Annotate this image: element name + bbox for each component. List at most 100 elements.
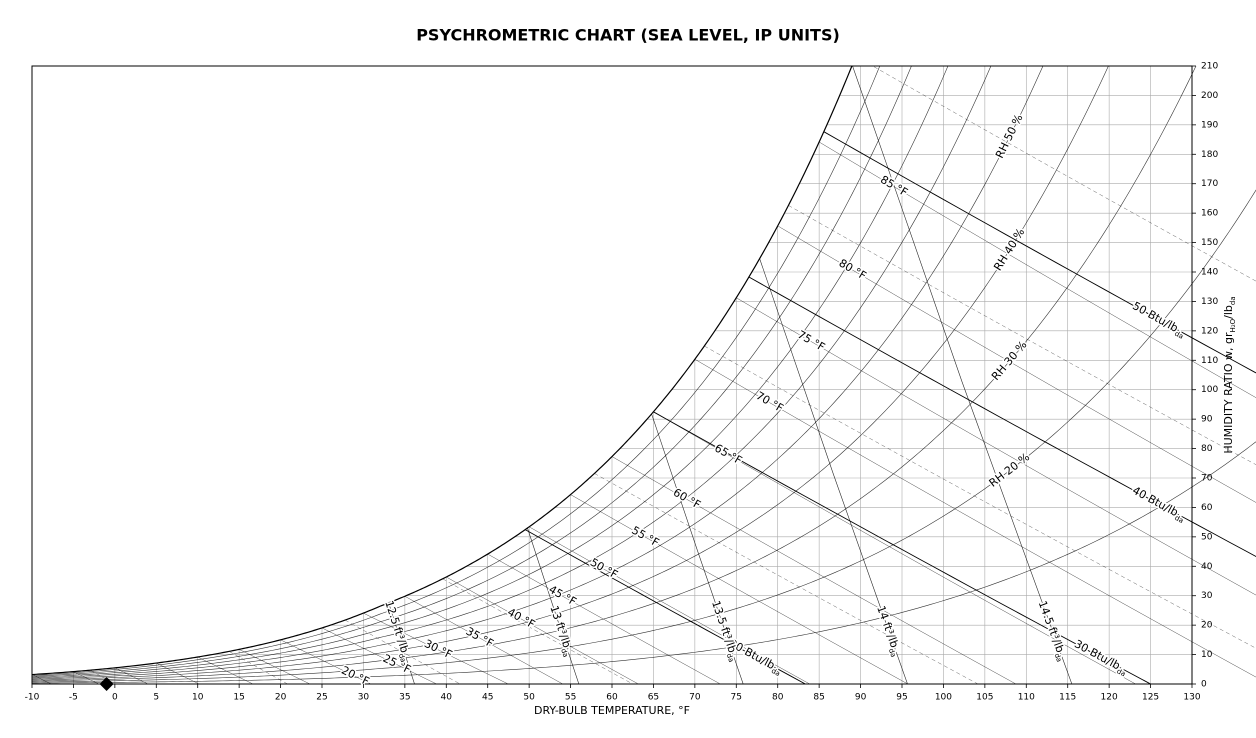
- y-tick-label: 50: [1201, 532, 1213, 542]
- x-tick-label: 95: [896, 693, 907, 703]
- x-tick-label: 75: [731, 693, 742, 703]
- rh-curve: [32, 66, 1197, 682]
- enthalpy-line: [704, 345, 1256, 649]
- wet-bulb-line: [73, 671, 99, 684]
- y-tick-label: 20: [1201, 621, 1213, 631]
- x-tick-label: 90: [855, 693, 867, 703]
- wet-bulb-line: [736, 297, 1256, 596]
- wet-bulb-line: [653, 411, 1136, 684]
- lines: [32, 66, 1256, 684]
- x-tick-label: 55: [565, 693, 576, 703]
- volume-line: [651, 413, 744, 684]
- rh-curve: [32, 66, 1044, 680]
- y-tick-label: 60: [1201, 503, 1213, 513]
- y-tick-label: 210: [1201, 62, 1218, 72]
- enthalpy-line: [748, 276, 1256, 557]
- enthalpy-line: [229, 651, 288, 684]
- x-tick-label: 25: [316, 693, 327, 703]
- y-tick-label: 70: [1201, 474, 1213, 484]
- y-tick-label: 200: [1201, 91, 1218, 101]
- y-tick-label: 130: [1201, 297, 1218, 307]
- enthalpy-line: [344, 619, 461, 684]
- y-tick-label: 30: [1201, 591, 1213, 601]
- wet-bulb-line: [280, 639, 371, 684]
- y-tick-label: 80: [1201, 444, 1213, 454]
- saturation-curve: [32, 66, 853, 676]
- rh-curve: [32, 66, 949, 678]
- x-tick-label: 125: [1142, 693, 1159, 703]
- x-tick-label: 50: [523, 693, 535, 703]
- x-axis-label: DRY-BULB TEMPERATURE, °F: [534, 704, 690, 717]
- x-tick-label: 20: [275, 693, 287, 703]
- wet-bulb-line: [156, 662, 200, 684]
- x-tick-label: 30: [358, 693, 370, 703]
- x-tick-label: 130: [1183, 693, 1200, 703]
- x-tick-label: 10: [192, 693, 204, 703]
- x-tick-label: 45: [482, 693, 493, 703]
- y-tick-label: 90: [1201, 415, 1213, 425]
- rh-curve: [32, 66, 992, 679]
- x-tick-label: 65: [648, 693, 659, 703]
- y-axis-label: HUMIDITY RATIO w, grH₂O/lbda: [1222, 296, 1237, 453]
- y-axis-label-main: HUMIDITY RATIO w, gr: [1222, 332, 1235, 454]
- wet-bulb-line: [570, 494, 908, 684]
- x-tick-label: 15: [233, 693, 244, 703]
- wet-bulb-line: [777, 225, 1256, 503]
- axes: -10 -5 0 5 10 15 20 25 30 35 40 45 50 55 60 65 70 75 80 85 9…: [25, 62, 1219, 703]
- wet-bulb-line: [819, 141, 1256, 398]
- wet-bulb-line: [404, 596, 563, 684]
- x-tick-label: 40: [441, 693, 453, 703]
- x-tick-label: 100: [935, 693, 952, 703]
- y-tick-label: 110: [1201, 356, 1218, 366]
- y-tick-label: 140: [1201, 268, 1218, 278]
- chart-title: PSYCHROMETRIC CHART (SEA LEVEL, IP UNITS…: [416, 26, 840, 45]
- x-tick-label: 110: [1018, 693, 1035, 703]
- x-tick-label: 0: [112, 693, 118, 703]
- volume-line: [527, 527, 580, 684]
- x-tick-label: 115: [1059, 693, 1076, 703]
- y-tick-label: 180: [1201, 150, 1218, 160]
- wet-bulb-line: [446, 576, 639, 684]
- wet-bulb-line: [197, 656, 253, 684]
- wet-bulb-line: [363, 612, 509, 684]
- wet-bulb-line: [611, 456, 1017, 684]
- y-tick-label: 160: [1201, 209, 1218, 219]
- marker: [99, 677, 114, 691]
- x-tick-label: 120: [1101, 693, 1118, 703]
- volume-line: [388, 602, 415, 684]
- enthalpy-line: [442, 578, 633, 684]
- enthalpy-line: [823, 131, 1256, 374]
- x-tick-label: 85: [813, 693, 824, 703]
- y-axis-label-sub: da: [1229, 296, 1237, 305]
- x-tick-label: 70: [689, 693, 701, 703]
- x-tick-label: 80: [772, 693, 784, 703]
- x-tick-label: 105: [976, 693, 993, 703]
- y-tick-label: 170: [1201, 179, 1218, 189]
- x-tick-label: -5: [69, 693, 78, 703]
- y-tick-label: 190: [1201, 120, 1218, 130]
- y-tick-label: 40: [1201, 562, 1213, 572]
- rh-curve: [32, 66, 1109, 681]
- rh-curve: [32, 189, 1256, 683]
- wet-bulb-line: [321, 627, 437, 684]
- x-tick-label: 60: [606, 693, 618, 703]
- volume-line: [852, 66, 1073, 684]
- wet-bulb-line: [529, 526, 810, 684]
- y-axis-label-mid: /lb: [1222, 305, 1235, 319]
- enthalpy-line: [653, 411, 1151, 684]
- x-tick-label: 5: [153, 693, 159, 703]
- x-tick-label: 35: [399, 693, 410, 703]
- wet-bulb-line: [487, 553, 721, 684]
- wet-bulb-line: [239, 649, 310, 684]
- rh-curve: [32, 66, 881, 676]
- rh-curve: [32, 66, 912, 677]
- wet-bulb-line: [694, 359, 1256, 678]
- enthalpy-line: [524, 529, 806, 684]
- enthalpy-line: [872, 66, 1256, 282]
- wet-bulb-line: [114, 667, 148, 684]
- y-tick-label: 0: [1201, 680, 1207, 690]
- volume-line: [759, 258, 908, 684]
- y-tick-label: 120: [1201, 326, 1218, 336]
